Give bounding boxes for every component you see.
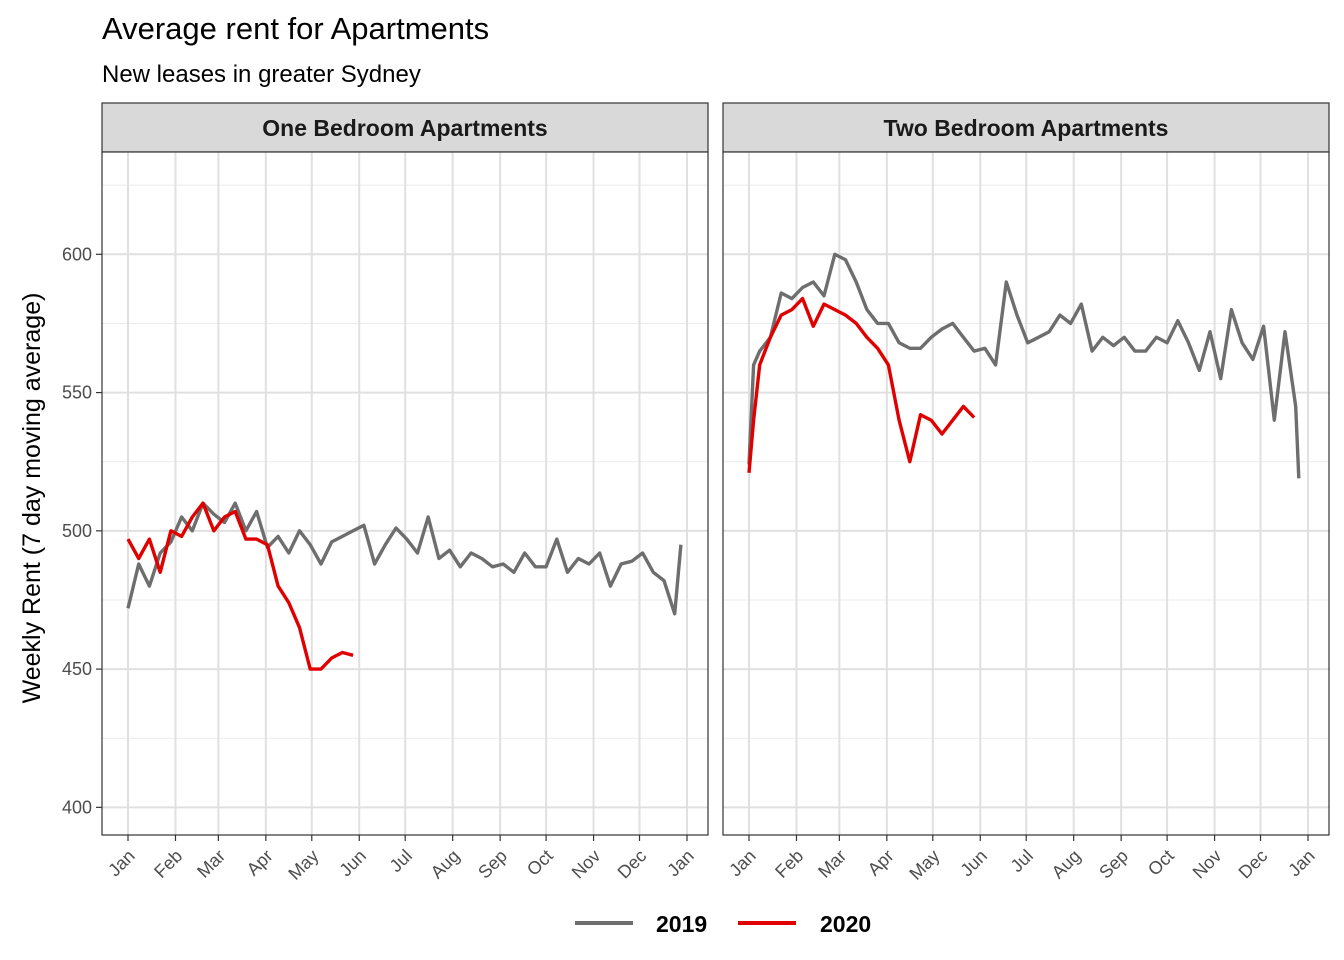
- x-tick-label: Jul: [386, 846, 416, 876]
- series-lines: [126, 501, 683, 671]
- series-line-2019: [747, 252, 1301, 479]
- panel-strip-title: One Bedroom Apartments: [262, 115, 547, 141]
- x-tick-label: May: [905, 846, 943, 884]
- grid-lines: [723, 152, 1329, 835]
- panel-strip: [722, 102, 1330, 153]
- x-axis-ticks: Jan Feb Mar Apr May Jun Jul Aug Sep Oct Nov Dec Jan: [725, 835, 1319, 884]
- x-tick-label: Mar: [193, 846, 229, 882]
- x-tick-label: Jun: [335, 846, 370, 881]
- grid-lines: [102, 152, 708, 835]
- x-tick-label: Oct: [523, 846, 557, 880]
- x-tick-label: Jul: [1007, 846, 1037, 876]
- x-tick-label: Mar: [814, 846, 850, 882]
- x-tick-label: Jun: [956, 846, 991, 881]
- y-axis-ticks: 400 450 500 550 600: [62, 244, 102, 817]
- y-tick-label: 600: [62, 244, 92, 264]
- panel-two-bedroom: Two Bedroom Apartments Jan Feb Mar Apr May Ju…: [722, 102, 1330, 884]
- series-lines: [747, 252, 1301, 479]
- legend: 2019 2020: [575, 911, 871, 937]
- x-axis-ticks: Jan Feb Mar Apr May Jun Jul Aug Sep Oct Nov Dec Jan: [104, 835, 698, 884]
- x-tick-label: Jan: [725, 846, 760, 881]
- x-tick-label: Feb: [150, 846, 186, 882]
- y-tick-label: 500: [62, 521, 92, 541]
- y-tick-label: 400: [62, 797, 92, 817]
- series-line-2020: [126, 501, 354, 671]
- x-tick-label: Dec: [1235, 846, 1272, 883]
- x-tick-label: Oct: [1144, 846, 1178, 880]
- chart-subtitle: New leases in greater Sydney: [102, 61, 421, 88]
- x-tick-label: Sep: [1095, 846, 1132, 883]
- panel-one-bedroom: One Bedroom Apartments 400 450 500 550 600 J…: [62, 102, 709, 884]
- x-tick-label: Nov: [568, 846, 605, 883]
- x-tick-label: Apr: [864, 846, 898, 880]
- x-tick-label: Jan: [663, 846, 698, 881]
- x-tick-label: May: [284, 846, 322, 884]
- x-tick-label: Aug: [427, 846, 464, 883]
- y-tick-label: 550: [62, 383, 92, 403]
- panel-strip: [101, 102, 709, 153]
- x-tick-label: Jan: [104, 846, 139, 881]
- x-tick-label: Sep: [474, 846, 511, 883]
- x-tick-label: Aug: [1048, 846, 1085, 883]
- x-tick-label: Dec: [614, 846, 651, 883]
- y-axis-label: Weekly Rent (7 day moving average): [18, 293, 46, 704]
- panel-strip-title: Two Bedroom Apartments: [884, 115, 1169, 141]
- x-tick-label: Feb: [771, 846, 807, 882]
- x-tick-label: Jan: [1284, 846, 1319, 881]
- y-tick-label: 450: [62, 659, 92, 679]
- x-tick-label: Apr: [243, 846, 277, 880]
- series-line-2020: [747, 296, 976, 473]
- x-tick-label: Nov: [1189, 846, 1226, 883]
- legend-label-2019: 2019: [656, 911, 707, 937]
- chart-title: Average rent for Apartments: [102, 11, 489, 46]
- legend-label-2020: 2020: [820, 911, 871, 937]
